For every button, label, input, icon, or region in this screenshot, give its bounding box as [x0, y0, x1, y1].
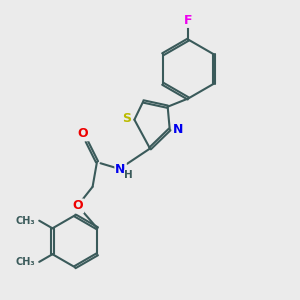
- Text: O: O: [78, 127, 88, 140]
- Text: S: S: [122, 112, 130, 125]
- Text: N: N: [173, 123, 183, 136]
- Text: O: O: [73, 200, 83, 212]
- Text: CH₃: CH₃: [15, 257, 35, 267]
- Text: F: F: [184, 14, 193, 27]
- Text: H: H: [124, 170, 133, 180]
- Text: CH₃: CH₃: [15, 216, 35, 226]
- Text: N: N: [116, 163, 126, 176]
